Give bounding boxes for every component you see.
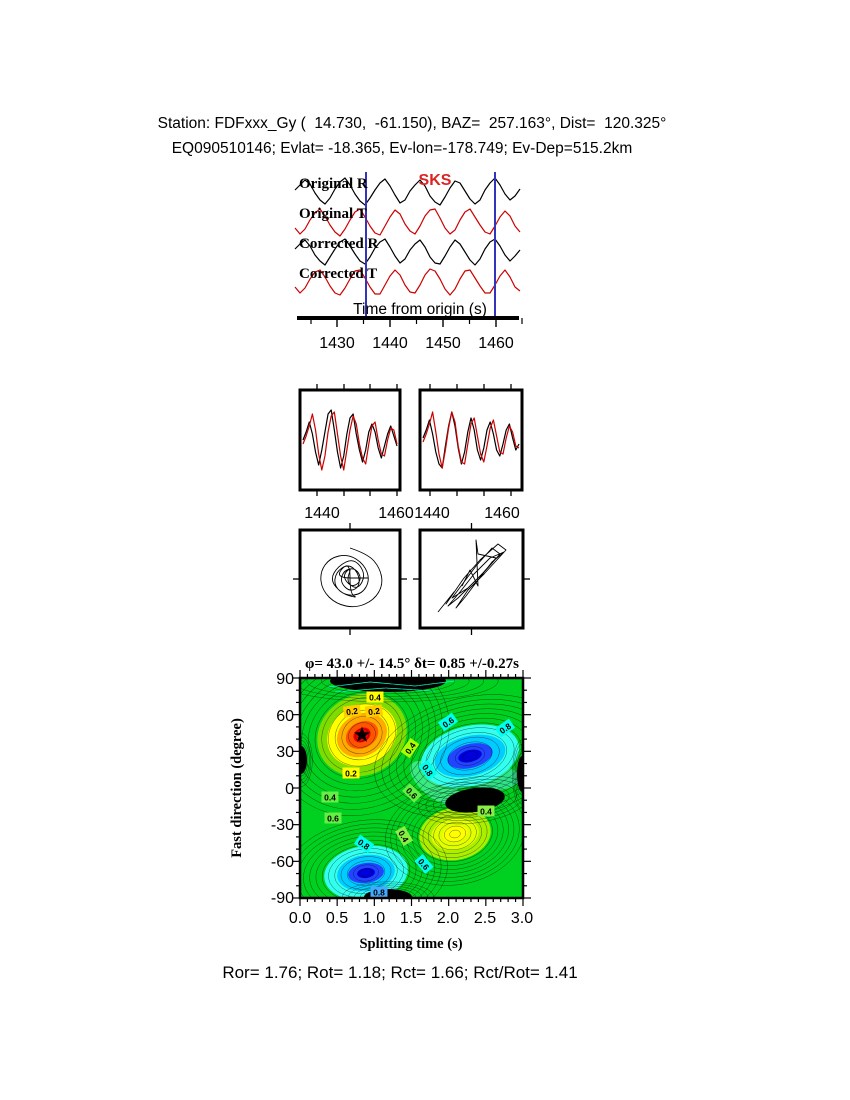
window-trace	[422, 411, 520, 469]
particle-motion-original-path	[320, 547, 383, 608]
phase-label-sks: SKS	[419, 172, 452, 189]
time-axis	[297, 316, 523, 327]
contour-level-label: 0.4	[477, 805, 495, 817]
trace-corrected-t	[294, 268, 521, 296]
best-solution-star	[353, 726, 371, 742]
window-trace	[302, 411, 398, 471]
contour-surface: 0.40.2 0.20.6 0.80.40.2 0.80.4 0.60.40.60.80…	[300, 678, 523, 898]
trace-original-t	[294, 208, 521, 237]
quality-metrics: Ror= 1.76; Rot= 1.18; Rct= 1.66; Rct/Rot…	[222, 963, 577, 982]
contour-level-label: 0.4	[366, 691, 384, 703]
contour-xlabel: Splitting time (s)	[359, 936, 462, 952]
error-surface-contour: 0.40.2 0.20.6 0.80.40.2 0.80.4 0.60.40.60.80…	[292, 670, 531, 906]
ytick-m90: -90	[271, 890, 294, 907]
particle-motion-corrected-path	[437, 539, 507, 613]
svg-text:0.6: 0.6	[327, 814, 339, 824]
contour-level-label: 0.2	[342, 767, 360, 779]
window-box-frame	[298, 388, 402, 492]
particle-box-frame	[418, 528, 525, 630]
time-tick-1460: 1460	[478, 335, 514, 352]
time-axis-label: Time from origin (s)	[353, 301, 487, 318]
trace-label-original-t: Original T	[299, 206, 367, 222]
winbox-tick-b: 1460	[378, 505, 414, 522]
saturated-black-region	[330, 678, 446, 692]
ytick-0: 0	[285, 781, 294, 798]
trace-label-original-r: Original R	[299, 176, 368, 192]
window-box-frame	[418, 388, 524, 492]
particle-motion-boxes	[293, 523, 530, 635]
trace-original-r	[294, 177, 521, 206]
contour-level-label: 0.4	[321, 791, 339, 803]
window-waveform-boxes	[298, 384, 524, 496]
xtick-15: 1.5	[400, 910, 422, 927]
xtick-10: 1.0	[363, 910, 385, 927]
svg-text:0.4: 0.4	[369, 693, 381, 703]
event-info: EQ090510146; Evlat= -18.365, Ev-lon=-178…	[172, 140, 633, 157]
window-trace	[302, 409, 398, 469]
ytick-m60: -60	[271, 854, 294, 871]
contour-level-label: 0.6	[324, 812, 342, 824]
xtick-20: 2.0	[437, 910, 459, 927]
ytick-90: 90	[276, 671, 294, 688]
contour-ylabel: Fast direction (degree)	[229, 718, 245, 858]
svg-text:0.2: 0.2	[345, 769, 357, 779]
svg-text:0.2: 0.2	[346, 706, 359, 718]
svg-text:0.2: 0.2	[368, 706, 381, 718]
saturated-black-region	[300, 746, 307, 774]
svg-text:0.8: 0.8	[373, 888, 385, 898]
ytick-m30: -30	[271, 817, 294, 834]
svg-text:0.4: 0.4	[480, 807, 492, 817]
winbox-tick-c: 1440	[414, 505, 450, 522]
ytick-30: 30	[276, 744, 294, 761]
contour-level-label: 0.2	[342, 704, 362, 718]
station-info: Station: FDFxxx_Gy ( 14.730, -61.150), B…	[158, 115, 667, 132]
contour-title: φ= 43.0 +/- 14.5° δt= 0.85 +/-0.27s	[305, 656, 519, 672]
xtick-00: 0.0	[289, 910, 311, 927]
contour-level-label: 0.2	[364, 704, 384, 718]
time-tick-1440: 1440	[372, 335, 408, 352]
ytick-60: 60	[276, 708, 294, 725]
xtick-05: 0.5	[326, 910, 348, 927]
xtick-30: 3.0	[511, 910, 533, 927]
time-tick-1450: 1450	[425, 335, 461, 352]
analysis-window-markers	[365, 172, 496, 318]
trace-corrected-r	[294, 238, 521, 266]
trace-label-corrected-t: Corrected T	[299, 266, 377, 282]
xtick-25: 2.5	[474, 910, 496, 927]
winbox-tick-d: 1460	[484, 505, 520, 522]
waveform-traces	[294, 177, 521, 296]
contour-level-label: 0.8	[370, 886, 388, 898]
time-tick-1430: 1430	[319, 335, 355, 352]
trace-label-corrected-r: Corrected R	[299, 236, 378, 252]
svg-text:0.4: 0.4	[324, 793, 336, 803]
window-trace	[422, 411, 520, 469]
winbox-tick-a: 1440	[304, 505, 340, 522]
